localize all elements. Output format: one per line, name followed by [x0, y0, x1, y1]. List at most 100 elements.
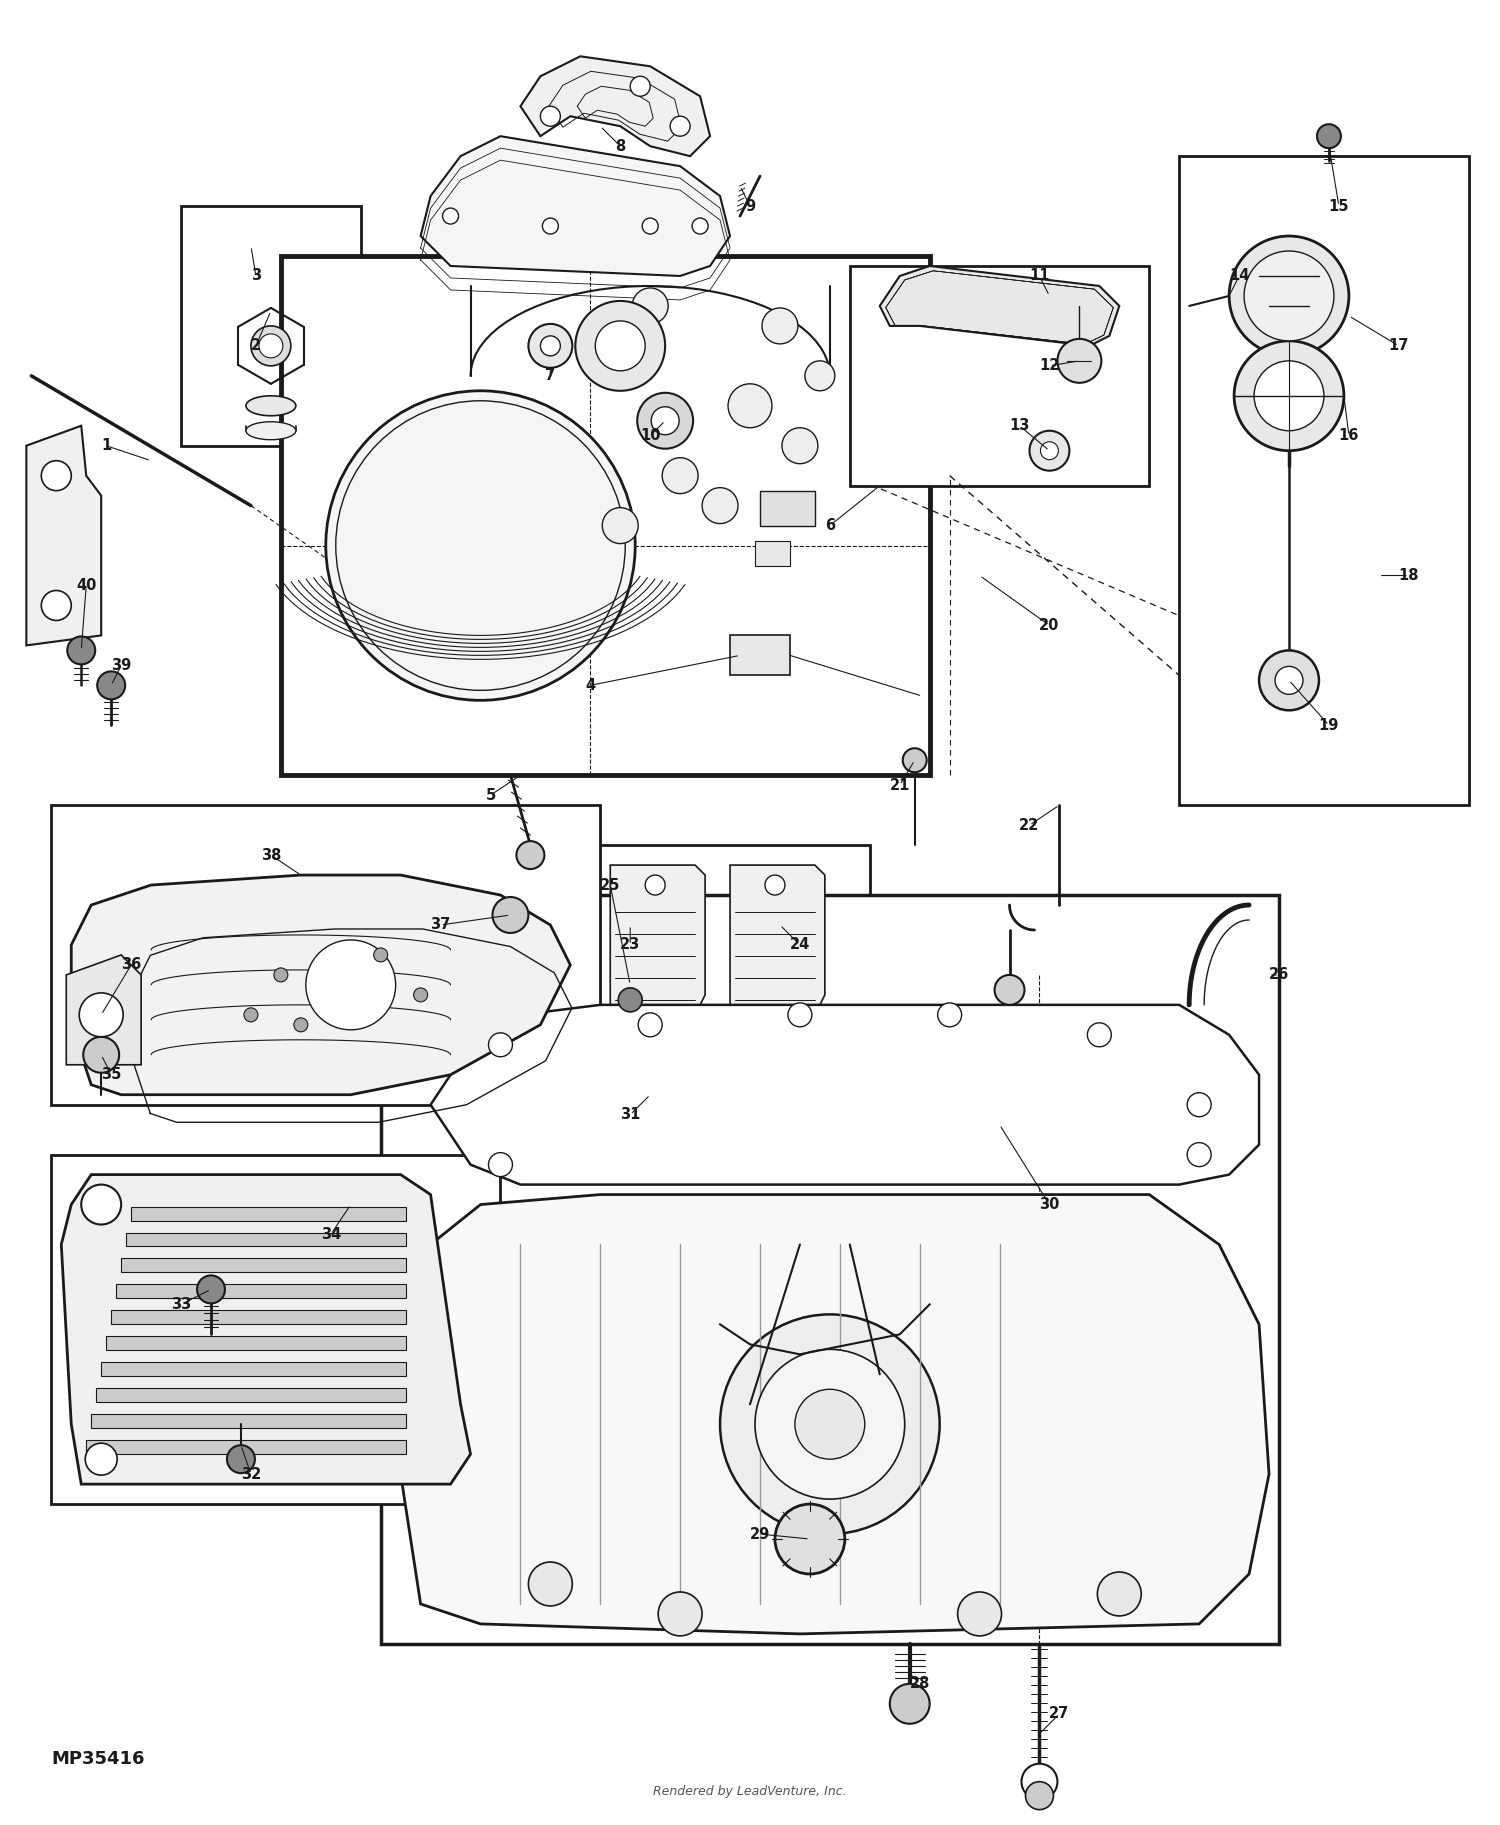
Circle shape [1098, 1571, 1142, 1615]
Circle shape [489, 1153, 513, 1177]
Circle shape [374, 947, 387, 962]
Circle shape [720, 1314, 939, 1535]
Circle shape [658, 1591, 702, 1635]
Circle shape [540, 336, 561, 356]
Circle shape [890, 1684, 930, 1725]
Bar [106, 1336, 405, 1350]
Circle shape [795, 1389, 865, 1460]
Circle shape [80, 993, 123, 1037]
Text: 38: 38 [261, 847, 280, 863]
Circle shape [638, 392, 693, 449]
Circle shape [414, 987, 428, 1002]
Text: 19: 19 [1318, 717, 1340, 734]
Circle shape [1088, 1022, 1112, 1048]
Text: 40: 40 [76, 579, 96, 593]
Circle shape [1058, 339, 1101, 383]
Circle shape [260, 334, 284, 358]
Circle shape [306, 940, 396, 1029]
Text: 14: 14 [1228, 268, 1250, 283]
Text: 3: 3 [251, 268, 261, 283]
Circle shape [938, 1004, 962, 1027]
Text: 31: 31 [620, 1108, 640, 1122]
Circle shape [994, 975, 1024, 1006]
Bar [1179, 157, 1468, 805]
Text: 12: 12 [1040, 358, 1059, 374]
Text: 11: 11 [1029, 268, 1050, 283]
Bar [280, 256, 930, 776]
Circle shape [294, 1018, 307, 1031]
Text: 4: 4 [585, 677, 596, 694]
Text: 37: 37 [430, 918, 450, 933]
Circle shape [489, 1033, 513, 1057]
Polygon shape [880, 266, 1119, 347]
Text: 8: 8 [615, 139, 626, 153]
Text: 25: 25 [600, 878, 621, 892]
Text: 28: 28 [909, 1677, 930, 1692]
Polygon shape [610, 865, 705, 1015]
Text: 36: 36 [122, 958, 141, 973]
Circle shape [642, 217, 658, 234]
Circle shape [903, 748, 927, 772]
Circle shape [492, 898, 528, 933]
Bar [122, 1259, 405, 1272]
Circle shape [630, 77, 650, 97]
Circle shape [442, 208, 459, 224]
Bar [760, 491, 814, 526]
Text: Rendered by LeadVenture, Inc.: Rendered by LeadVenture, Inc. [652, 1785, 847, 1798]
Polygon shape [72, 874, 570, 1095]
Circle shape [68, 637, 94, 664]
Circle shape [1317, 124, 1341, 148]
Bar [550, 845, 870, 1026]
Circle shape [1234, 341, 1344, 451]
Polygon shape [730, 865, 825, 1015]
Text: 23: 23 [620, 938, 640, 953]
Text: 9: 9 [746, 199, 754, 214]
Circle shape [1228, 235, 1348, 356]
Bar [126, 1232, 405, 1246]
Bar [116, 1285, 405, 1298]
Polygon shape [400, 1195, 1269, 1633]
Bar [96, 1389, 405, 1402]
Polygon shape [62, 1175, 471, 1484]
Text: 32: 32 [242, 1467, 261, 1482]
Circle shape [274, 967, 288, 982]
Bar [730, 635, 790, 675]
Circle shape [516, 841, 544, 869]
Circle shape [42, 591, 72, 621]
Circle shape [754, 1349, 904, 1498]
Text: 15: 15 [1329, 199, 1348, 214]
Polygon shape [27, 425, 100, 646]
Text: 20: 20 [1040, 619, 1059, 633]
Ellipse shape [246, 422, 296, 440]
Bar [51, 1155, 501, 1504]
Circle shape [957, 1591, 1002, 1635]
Circle shape [543, 217, 558, 234]
Bar [92, 1414, 405, 1429]
Bar [51, 805, 600, 1104]
Circle shape [632, 288, 668, 323]
Polygon shape [66, 954, 141, 1064]
Circle shape [82, 1037, 118, 1073]
Circle shape [1022, 1763, 1058, 1799]
Bar [100, 1361, 405, 1376]
Circle shape [1026, 1781, 1053, 1810]
Bar [86, 1440, 405, 1455]
Circle shape [42, 460, 72, 491]
Circle shape [692, 217, 708, 234]
Circle shape [251, 327, 291, 365]
Text: 10: 10 [640, 429, 660, 443]
Text: 18: 18 [1398, 568, 1419, 582]
Text: 1: 1 [100, 438, 111, 453]
Text: 39: 39 [111, 657, 132, 673]
Circle shape [728, 383, 772, 427]
Circle shape [528, 323, 573, 369]
Circle shape [596, 321, 645, 370]
Circle shape [540, 106, 561, 126]
Circle shape [670, 117, 690, 137]
Bar [850, 266, 1149, 485]
Circle shape [326, 391, 634, 701]
Polygon shape [430, 1006, 1258, 1184]
Circle shape [618, 987, 642, 1011]
Bar [130, 1206, 405, 1221]
Circle shape [226, 1445, 255, 1473]
